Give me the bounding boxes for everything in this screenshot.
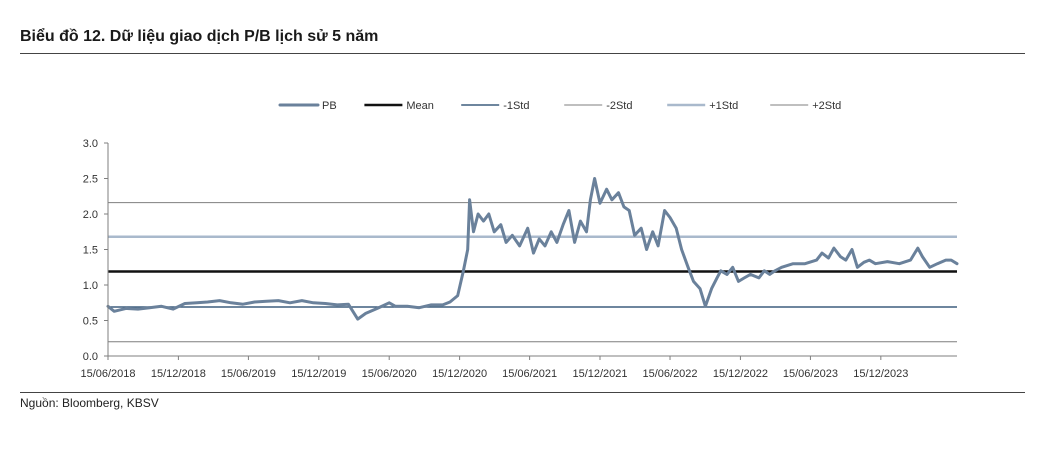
legend-label: +1Std — [709, 100, 738, 112]
y-tick-label: 0.5 — [83, 316, 98, 328]
x-tick-label: 15/12/2019 — [291, 368, 346, 380]
std-bands — [108, 202, 957, 343]
y-tick-label: 2.0 — [83, 209, 98, 221]
x-tick-label: 15/12/2018 — [151, 368, 206, 380]
x-tick-label: 15/06/2019 — [221, 368, 276, 380]
source-note: Nguồn: Bloomberg, KBSV — [20, 396, 159, 410]
y-tick-label: 1.5 — [83, 245, 98, 257]
source-rule — [20, 392, 1025, 393]
x-tick-label: 15/06/2022 — [642, 368, 697, 380]
x-tick-label: 15/06/2023 — [783, 368, 838, 380]
legend-item-minus2std: -2Std — [564, 100, 632, 112]
series-line-pb — [106, 177, 959, 321]
legend-item-minus1std: -1Std — [461, 100, 529, 112]
legend-item-pb: PB — [278, 100, 337, 112]
legend-label: PB — [322, 100, 337, 112]
x-tick-label: 15/06/2021 — [502, 368, 557, 380]
legend-label: -2Std — [606, 100, 632, 112]
legend-label: -1Std — [503, 100, 529, 112]
chart-title: Biểu đồ 12. Dữ liệu giao dịch P/B lịch s… — [20, 28, 379, 45]
y-tick-label: 2.5 — [83, 174, 98, 186]
x-tick-label: 15/12/2022 — [713, 368, 768, 380]
x-tick-label: 15/12/2021 — [572, 368, 627, 380]
legend-item-plus2std: +2Std — [770, 100, 841, 112]
legend-label: Mean — [406, 100, 434, 112]
legend-label: +2Std — [812, 100, 841, 112]
x-tick-label: 15/12/2023 — [853, 368, 908, 380]
y-tick-label: 3.0 — [83, 138, 98, 150]
x-tick-label: 15/06/2020 — [362, 368, 417, 380]
y-tick-label: 0.0 — [83, 351, 98, 363]
chart-legend: PB Mean -1Std -2Std +1Std +2Std — [278, 100, 841, 112]
pb-series — [106, 177, 959, 321]
title-rule — [20, 53, 1025, 54]
x-tick-label: 15/06/2018 — [80, 368, 135, 380]
y-tick-label: 1.0 — [83, 280, 98, 292]
chart-axes: 0.0 0.5 1.0 1.5 2.0 2.5 3.0 15/06/2018 15/12/201… — [80, 138, 957, 380]
legend-item-plus1std: +1Std — [667, 100, 738, 112]
legend-item-mean: Mean — [364, 100, 434, 112]
x-tick-label: 15/12/2020 — [432, 368, 487, 380]
